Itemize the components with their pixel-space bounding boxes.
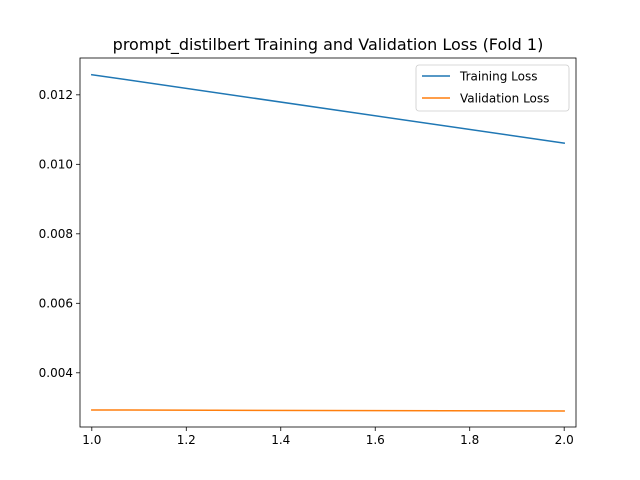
legend-label: Validation Loss bbox=[460, 92, 549, 106]
chart-title: prompt_distilbert Training and Validatio… bbox=[113, 35, 544, 55]
legend: Training Loss Validation Loss bbox=[415, 64, 570, 112]
x-tick-label: 2.0 bbox=[555, 433, 574, 447]
legend-label: Training Loss bbox=[459, 70, 537, 84]
y-tick-label: 0.012 bbox=[39, 88, 73, 102]
x-tick-label: 1.4 bbox=[271, 433, 290, 447]
series-line-validation-loss bbox=[91, 409, 565, 412]
x-tick-label: 1.8 bbox=[460, 433, 479, 447]
x-tick-label: 1.6 bbox=[366, 433, 385, 447]
axes-frame bbox=[79, 57, 577, 428]
y-tick-label: 0.010 bbox=[39, 157, 73, 171]
legend-box bbox=[415, 64, 570, 112]
plot-area bbox=[79, 57, 577, 428]
y-tick-label: 0.004 bbox=[39, 366, 73, 380]
series-line-training-loss bbox=[90, 73, 566, 144]
y-tick-label: 0.006 bbox=[39, 296, 73, 310]
axis-ticks: 1.0 1.2 1.4 1.6 1.8 2.0 0.004 0.006 0.008 0.010 0.… bbox=[39, 88, 574, 447]
x-tick-label: 1.0 bbox=[82, 433, 101, 447]
y-tick-label: 0.008 bbox=[39, 227, 73, 241]
x-tick-label: 1.2 bbox=[177, 433, 196, 447]
